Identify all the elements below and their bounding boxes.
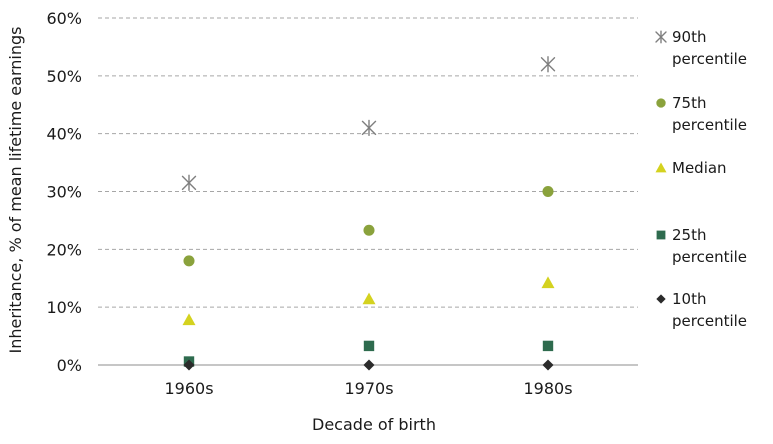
legend-label: percentile <box>672 116 747 134</box>
legend-item: 90th percentile <box>655 28 747 68</box>
circle-marker <box>363 224 375 236</box>
legend-item: 10th percentile <box>656 290 747 330</box>
legend-label: percentile <box>672 248 747 266</box>
legend-label: percentile <box>672 312 747 330</box>
legend-label: 75th <box>672 94 706 112</box>
legend-label: Median <box>672 159 727 177</box>
diamond-marker <box>183 359 195 371</box>
gridlines <box>98 17 638 308</box>
legend-item: 75th percentile <box>656 94 747 134</box>
x-tick-label: 1960s <box>164 379 213 398</box>
legend-label: percentile <box>672 50 747 68</box>
asterisk-marker <box>655 30 667 44</box>
triangle-marker <box>362 292 376 305</box>
data-points <box>181 56 556 371</box>
asterisk-marker <box>361 119 377 137</box>
circle-marker <box>656 98 666 108</box>
diamond-marker <box>656 294 666 304</box>
y-axis-title: Inheritance, % of mean lifetime earnings <box>6 27 25 354</box>
y-tick-label: 10% <box>46 298 82 317</box>
asterisk-marker <box>181 174 197 192</box>
y-tick-label: 20% <box>46 240 82 259</box>
x-axis-ticks: 1960s 1970s 1980s <box>164 379 572 398</box>
y-tick-label: 50% <box>46 67 82 86</box>
x-tick-label: 1970s <box>344 379 393 398</box>
y-tick-label: 30% <box>46 183 82 202</box>
y-tick-label: 0% <box>57 356 82 375</box>
y-tick-label: 40% <box>46 125 82 144</box>
square-marker <box>363 340 375 352</box>
square-marker <box>656 230 666 240</box>
square-marker <box>542 340 554 352</box>
diamond-marker <box>363 359 375 371</box>
triangle-marker <box>182 313 196 326</box>
asterisk-marker <box>540 56 556 73</box>
legend-label: 90th <box>672 28 706 46</box>
legend-item: 25th percentile <box>656 226 747 266</box>
legend-label: 25th <box>672 226 706 244</box>
circle-marker <box>183 255 195 267</box>
x-axis-title: Decade of birth <box>312 415 436 434</box>
circle-marker <box>542 185 554 198</box>
legend: 90th percentile 75th percentile Median 25th pe… <box>655 28 747 330</box>
x-tick-label: 1980s <box>523 379 572 398</box>
y-tick-label: 60% <box>46 9 82 28</box>
y-axis-ticks: 0% 10% 20% 30% 40% 50% 60% <box>46 9 82 375</box>
diamond-marker <box>542 359 554 371</box>
legend-label: 10th <box>672 290 706 308</box>
legend-item: Median <box>655 159 727 177</box>
triangle-marker <box>655 162 667 173</box>
triangle-marker <box>541 276 555 289</box>
